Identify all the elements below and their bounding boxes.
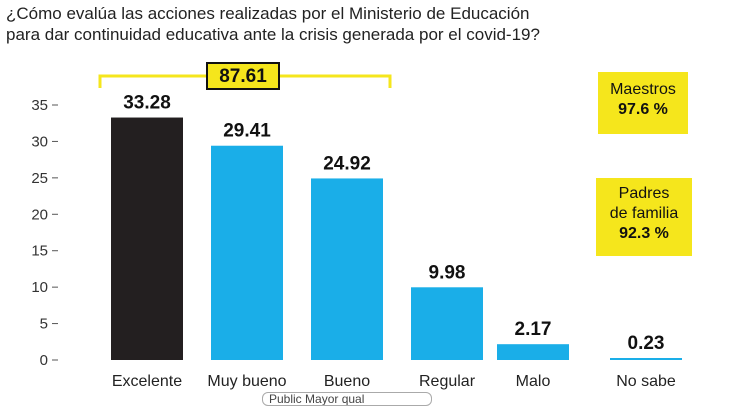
y-tick-label: 10 [31,279,48,296]
bar-value-label: 0.23 [628,333,665,354]
y-tick-label: 35 [31,97,48,114]
bar-value-label: 9.98 [429,262,466,283]
padres-label-2: de familia [609,205,679,222]
x-category-label: Bueno [324,373,370,390]
maestros-value: 97.6 % [618,101,668,118]
x-category-label: No sabe [616,373,676,390]
maestros-label: Maestros [610,81,676,98]
maestros-box: Maestros 97.6 % [598,72,688,134]
y-tick-label: 0 [40,352,48,369]
y-tick-label: 15 [31,243,48,260]
x-category-label: Muy bueno [207,373,286,390]
y-axis: 0 5 10 15 20 25 30 35 [31,97,58,369]
y-tick-label: 20 [31,206,48,223]
padres-value: 92.3 % [619,225,669,242]
bar-muy-bueno [211,145,283,360]
bars-group: 33.28 Excelente 29.41 Muy bueno 24.92 Bueno 9.… [111,93,682,390]
title-line-1: ¿Cómo evalúa las acciones realizadas por… [6,4,530,23]
bar-value-label: 24.92 [323,153,371,174]
bar-bueno [311,178,383,360]
padres-box: Padres de familia 92.3 % [596,178,692,256]
y-tick-label: 25 [31,170,48,187]
bar-regular [411,287,483,360]
y-tick-label: 30 [31,133,48,150]
padres-label-1: Padres [618,185,670,202]
x-category-label: Malo [516,373,551,390]
bar-value-label: 29.41 [223,121,271,142]
x-category-label: Excelente [112,373,182,390]
bar-excelente [111,117,183,360]
total-badge: 87.61 [206,62,280,90]
footer-source: Public Mayor qual [262,392,432,406]
title-line-2: para dar continuidad educativa ante la c… [6,25,540,44]
bar-no-sabe [610,358,682,360]
chart-title: ¿Cómo evalúa las acciones realizadas por… [6,3,596,45]
bar-value-label: 33.28 [123,93,171,114]
bar-malo [497,344,569,360]
x-category-label: Regular [419,373,476,390]
y-tick-label: 5 [40,316,48,333]
bar-value-label: 2.17 [515,319,552,340]
